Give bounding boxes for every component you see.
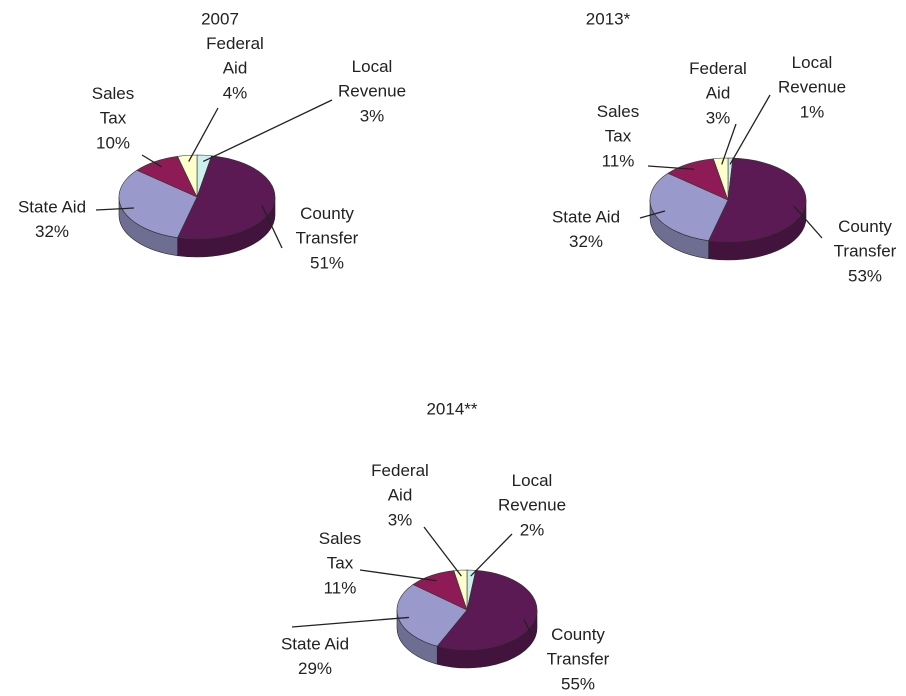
leader-line [470, 533, 513, 577]
category-label: Federal Aid [689, 59, 747, 103]
leader-line [639, 210, 666, 219]
pie-chart: 2007 Local Revenue 3% County Transfer 51% State… [18, 9, 406, 272]
label-line: Federal [689, 59, 747, 78]
label-line: County [551, 625, 605, 644]
label-line: Tax [100, 109, 127, 128]
category-label: State Aid [18, 197, 86, 216]
category-label: Federal Aid [206, 34, 264, 78]
label-line: Aid [223, 59, 248, 78]
pie-chart: 2013* Local Revenue 1% County Transfer 53% Stat… [552, 9, 897, 285]
label-line: Federal [206, 34, 264, 53]
pie-tops [649, 157, 807, 243]
label-line: Federal [371, 461, 429, 480]
chart-title: 2007 [201, 9, 239, 28]
label-line: Revenue [338, 82, 406, 101]
leader-line [523, 619, 533, 637]
pie-slice [177, 154, 198, 198]
label-line: Transfer [547, 650, 610, 669]
leader-line [188, 107, 219, 162]
leader-line [291, 616, 409, 628]
label-line: County [300, 204, 354, 223]
leader-line [261, 204, 283, 249]
label-line: Aid [388, 486, 413, 505]
label-line: Sales [319, 529, 362, 548]
leader-line [729, 94, 771, 165]
category-label: State Aid [281, 634, 349, 653]
category-label: Local Revenue [338, 57, 406, 101]
value-label: 11% [602, 151, 635, 170]
label-line: Local [792, 53, 833, 72]
leader-line [95, 207, 134, 211]
label-line: Local [512, 471, 553, 490]
label-line: Revenue [778, 78, 846, 97]
value-label: 2% [520, 520, 545, 539]
leader-line [423, 526, 462, 577]
category-label: Local Revenue [498, 471, 566, 515]
pie-slice [712, 157, 729, 201]
chart-title: 2013* [586, 9, 631, 28]
value-label: 4% [223, 83, 248, 102]
value-label: 1% [800, 102, 825, 121]
value-label: 3% [360, 106, 385, 125]
leader-line [792, 205, 823, 239]
category-label: County Transfer [547, 625, 610, 669]
category-label: Sales Tax [597, 102, 640, 146]
label-line: Local [352, 57, 393, 76]
label-line: Revenue [498, 496, 566, 515]
label-line: Transfer [296, 229, 359, 248]
leader-line [202, 99, 333, 163]
value-label: 10% [96, 133, 130, 152]
pie-slice [708, 157, 807, 243]
value-label: 32% [569, 232, 603, 251]
value-label: 51% [310, 253, 344, 272]
category-label: County Transfer [834, 217, 897, 261]
label-line: Aid [706, 84, 731, 103]
pie-tops [118, 154, 276, 240]
category-label: Federal Aid [371, 461, 429, 505]
leader-line [721, 123, 737, 165]
pie-slice [177, 155, 276, 240]
value-label: 55% [561, 674, 595, 693]
value-label: 11% [324, 578, 357, 597]
category-label: County Transfer [296, 204, 359, 248]
pie-slice [436, 569, 538, 651]
category-label: Local Revenue [778, 53, 846, 97]
value-label: 29% [298, 659, 332, 678]
label-line: Sales [597, 102, 640, 121]
leader-line [141, 154, 162, 168]
label-line: Tax [327, 554, 354, 573]
label-line: County [838, 217, 892, 236]
pie-chart: 2014** Local Revenue 2% County Transfer 55% Sta… [281, 399, 610, 693]
category-label: State Aid [552, 207, 620, 226]
label-line: Tax [605, 127, 632, 146]
pie-slice [453, 569, 468, 611]
leader-line [359, 569, 437, 582]
value-label: 3% [388, 510, 413, 529]
label-line: Sales [92, 84, 135, 103]
pie-tops [396, 569, 538, 651]
pie-slice [649, 172, 729, 242]
category-label: Sales Tax [92, 84, 135, 128]
chart-title: 2014** [426, 399, 477, 418]
category-label: Sales Tax [319, 529, 362, 573]
value-label: 53% [848, 266, 882, 285]
value-label: 32% [35, 222, 69, 241]
leader-line [647, 165, 695, 170]
pie-slice [118, 169, 198, 239]
value-label: 3% [706, 108, 731, 127]
label-line: Transfer [834, 242, 897, 261]
